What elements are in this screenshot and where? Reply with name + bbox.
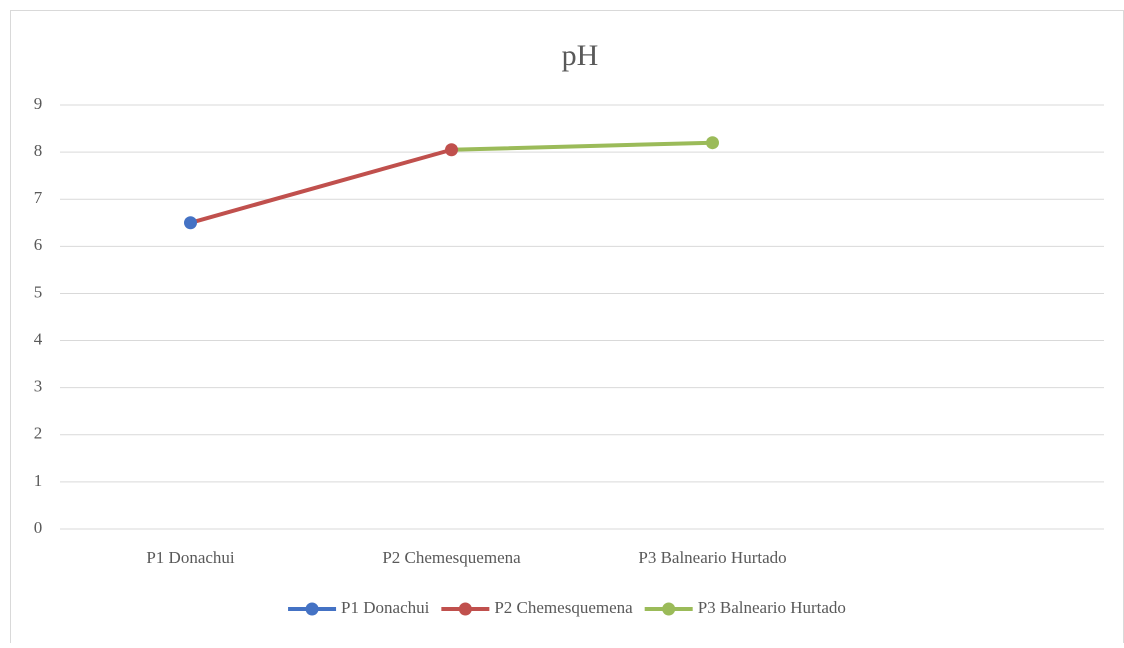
y-tick-label: 4 [34,329,43,348]
y-tick-label: 2 [34,424,43,443]
y-tick-label: 6 [34,235,43,254]
line-segment [188,147,454,225]
line-segment [449,140,715,152]
point [706,136,719,150]
chart-title: pH [562,39,599,72]
legend-marker [458,602,472,616]
legend-label: P1 Donachui [341,598,430,617]
legend-marker [305,602,319,616]
y-tick-label: 9 [34,94,43,113]
point [445,143,458,157]
x-tick-label: P1 Donachui [146,548,235,567]
y-tick-label: 0 [34,518,43,537]
x-tick-label: P3 Balneario Hurtado [638,548,786,567]
y-tick-label: 5 [34,282,43,301]
y-tick-label: 3 [34,377,43,396]
y-tick-label: 7 [34,188,43,207]
legend-marker [662,602,676,616]
y-tick-label: 8 [34,141,43,160]
chart-border [10,10,1124,648]
point [184,216,197,230]
legend-label: P2 Chemesquemena [494,598,633,617]
y-tick-label: 1 [34,471,43,490]
x-tick-label: P2 Chemesquemena [382,548,521,567]
legend-label: P3 Balneario Hurtado [698,598,846,617]
